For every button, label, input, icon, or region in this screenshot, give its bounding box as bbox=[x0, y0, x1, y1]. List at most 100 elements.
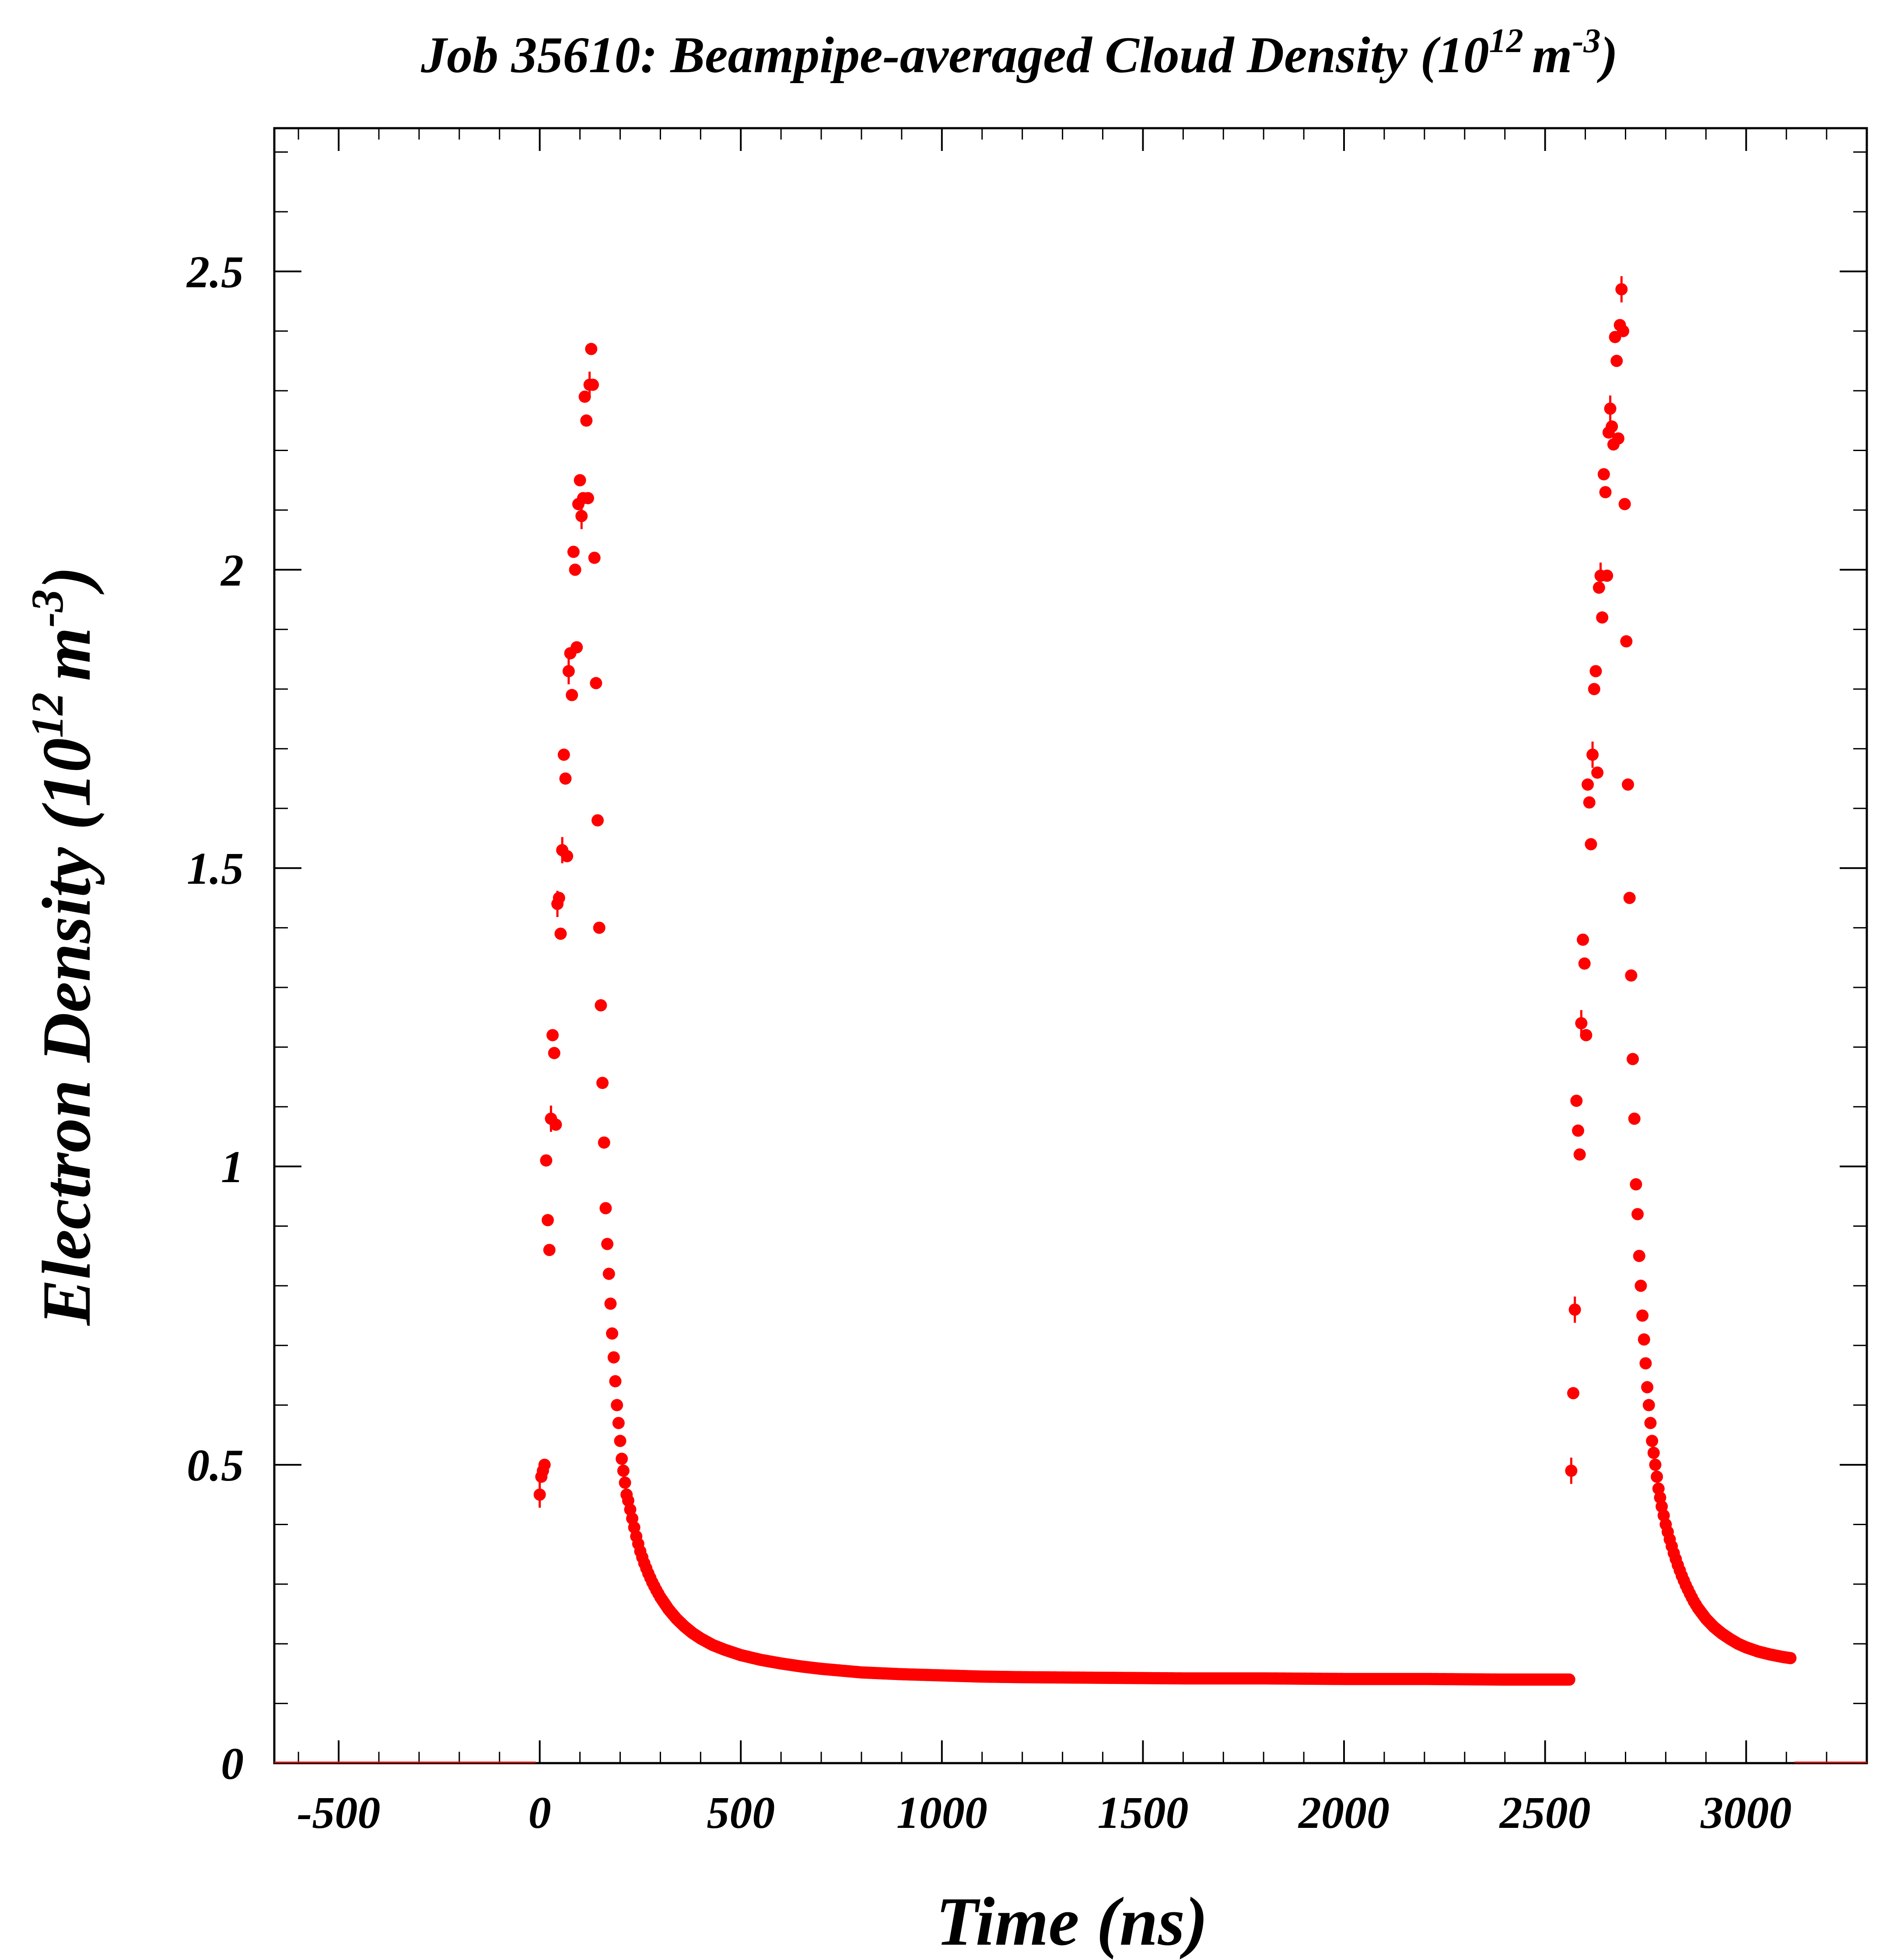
data-point bbox=[542, 1214, 554, 1226]
data-point bbox=[616, 1452, 628, 1465]
data-point bbox=[559, 772, 572, 785]
x-axis-label: Time (ns) bbox=[936, 1883, 1208, 1960]
data-point bbox=[1625, 969, 1638, 982]
data-point bbox=[1642, 1399, 1655, 1411]
data-point bbox=[557, 749, 570, 761]
data-point bbox=[1585, 838, 1597, 850]
data-point bbox=[1636, 1309, 1649, 1322]
chart-title-unit-exp: -3 bbox=[1572, 21, 1601, 60]
data-point bbox=[1628, 1113, 1641, 1125]
data-point bbox=[612, 1417, 625, 1429]
x-tick-label: 0 bbox=[528, 1788, 551, 1838]
data-point bbox=[614, 1435, 626, 1447]
data-point bbox=[1649, 1459, 1662, 1471]
data-point bbox=[617, 1464, 630, 1477]
data-point bbox=[1572, 1124, 1585, 1137]
data-point bbox=[550, 1118, 562, 1131]
data-point bbox=[1596, 611, 1609, 624]
data-point bbox=[611, 1399, 623, 1411]
data-point bbox=[570, 641, 583, 654]
data-point bbox=[580, 414, 593, 427]
chart-title-close: ) bbox=[1597, 26, 1618, 84]
data-point bbox=[1578, 957, 1591, 970]
data-point bbox=[1634, 1279, 1647, 1292]
data-point bbox=[567, 546, 580, 558]
data-point bbox=[590, 677, 602, 690]
data-point bbox=[1620, 635, 1633, 648]
data-point bbox=[1651, 1470, 1663, 1483]
data-point bbox=[607, 1351, 620, 1364]
x-tick-label: 1500 bbox=[1097, 1788, 1188, 1838]
data-point bbox=[540, 1154, 553, 1167]
data-point bbox=[604, 1297, 617, 1310]
data-point bbox=[1646, 1435, 1659, 1447]
data-point bbox=[1631, 1208, 1644, 1221]
data-point bbox=[1630, 1178, 1642, 1191]
y-tick-label: 1.5 bbox=[187, 844, 244, 894]
data-point bbox=[569, 564, 581, 576]
chart-title-text: Job 35610: Beampipe-averaged Cloud Densi… bbox=[420, 26, 1489, 84]
data-point bbox=[598, 1136, 610, 1149]
data-point bbox=[1638, 1333, 1650, 1346]
data-point bbox=[574, 474, 586, 486]
y-axis-label-exp: 12 bbox=[22, 693, 73, 738]
data-point bbox=[1623, 892, 1636, 904]
data-point bbox=[601, 1238, 614, 1250]
data-point bbox=[1618, 498, 1631, 511]
y-axis-label-text: Electron Density (10 bbox=[28, 738, 105, 1326]
x-tick-label: 2500 bbox=[1499, 1788, 1591, 1838]
x-tick-label: 2000 bbox=[1298, 1788, 1390, 1838]
y-tick-label: 2 bbox=[220, 545, 244, 595]
y-axis-label-unit: m bbox=[28, 627, 105, 681]
chart-title-unit: m bbox=[1532, 26, 1572, 84]
data-point bbox=[585, 343, 598, 355]
data-point bbox=[596, 1077, 609, 1089]
data-point bbox=[1577, 933, 1589, 946]
data-points bbox=[533, 276, 1797, 1686]
data-point bbox=[1588, 683, 1600, 696]
data-point bbox=[1622, 778, 1634, 791]
data-point bbox=[553, 892, 565, 904]
data-point bbox=[546, 1029, 559, 1042]
data-point bbox=[1567, 1387, 1579, 1400]
data-point bbox=[619, 1476, 631, 1489]
data-point bbox=[578, 390, 591, 403]
data-point bbox=[593, 921, 606, 934]
data-point bbox=[1612, 432, 1624, 445]
data-point bbox=[588, 551, 601, 564]
data-point bbox=[1639, 1357, 1652, 1370]
data-point bbox=[1597, 468, 1610, 481]
axis-ticks bbox=[274, 128, 1868, 1764]
x-tick-label: 1000 bbox=[896, 1788, 987, 1838]
data-point bbox=[1627, 1053, 1639, 1065]
y-axis-label-unit-exp: -3 bbox=[22, 589, 73, 627]
data-point bbox=[543, 1244, 556, 1256]
data-point bbox=[1580, 1029, 1592, 1042]
data-point bbox=[602, 1267, 615, 1280]
data-point bbox=[581, 492, 594, 504]
data-point bbox=[1647, 1446, 1660, 1459]
x-tick-label: 500 bbox=[707, 1788, 775, 1838]
y-tick-label: 0 bbox=[221, 1739, 244, 1789]
data-point bbox=[1641, 1381, 1654, 1393]
data-point bbox=[1617, 325, 1629, 337]
data-point bbox=[1582, 778, 1594, 791]
chart-title: Job 35610: Beampipe-averaged Cloud Densi… bbox=[420, 21, 1618, 84]
data-point bbox=[1599, 486, 1612, 498]
data-point bbox=[1591, 766, 1604, 779]
x-tick-label: 3000 bbox=[1700, 1788, 1792, 1838]
data-point bbox=[1606, 420, 1618, 433]
y-tick-label: 1 bbox=[221, 1142, 244, 1192]
y-tick-label: 2.5 bbox=[186, 247, 244, 297]
data-point bbox=[1589, 665, 1602, 678]
data-point bbox=[606, 1327, 619, 1340]
data-point bbox=[1570, 1095, 1583, 1107]
data-point bbox=[1583, 796, 1596, 809]
data-point bbox=[595, 999, 607, 1012]
data-point bbox=[1563, 1673, 1575, 1686]
data-point bbox=[1784, 1652, 1797, 1664]
data-point bbox=[592, 814, 604, 827]
y-axis-label: Electron Density (1012m-3) bbox=[22, 566, 105, 1326]
